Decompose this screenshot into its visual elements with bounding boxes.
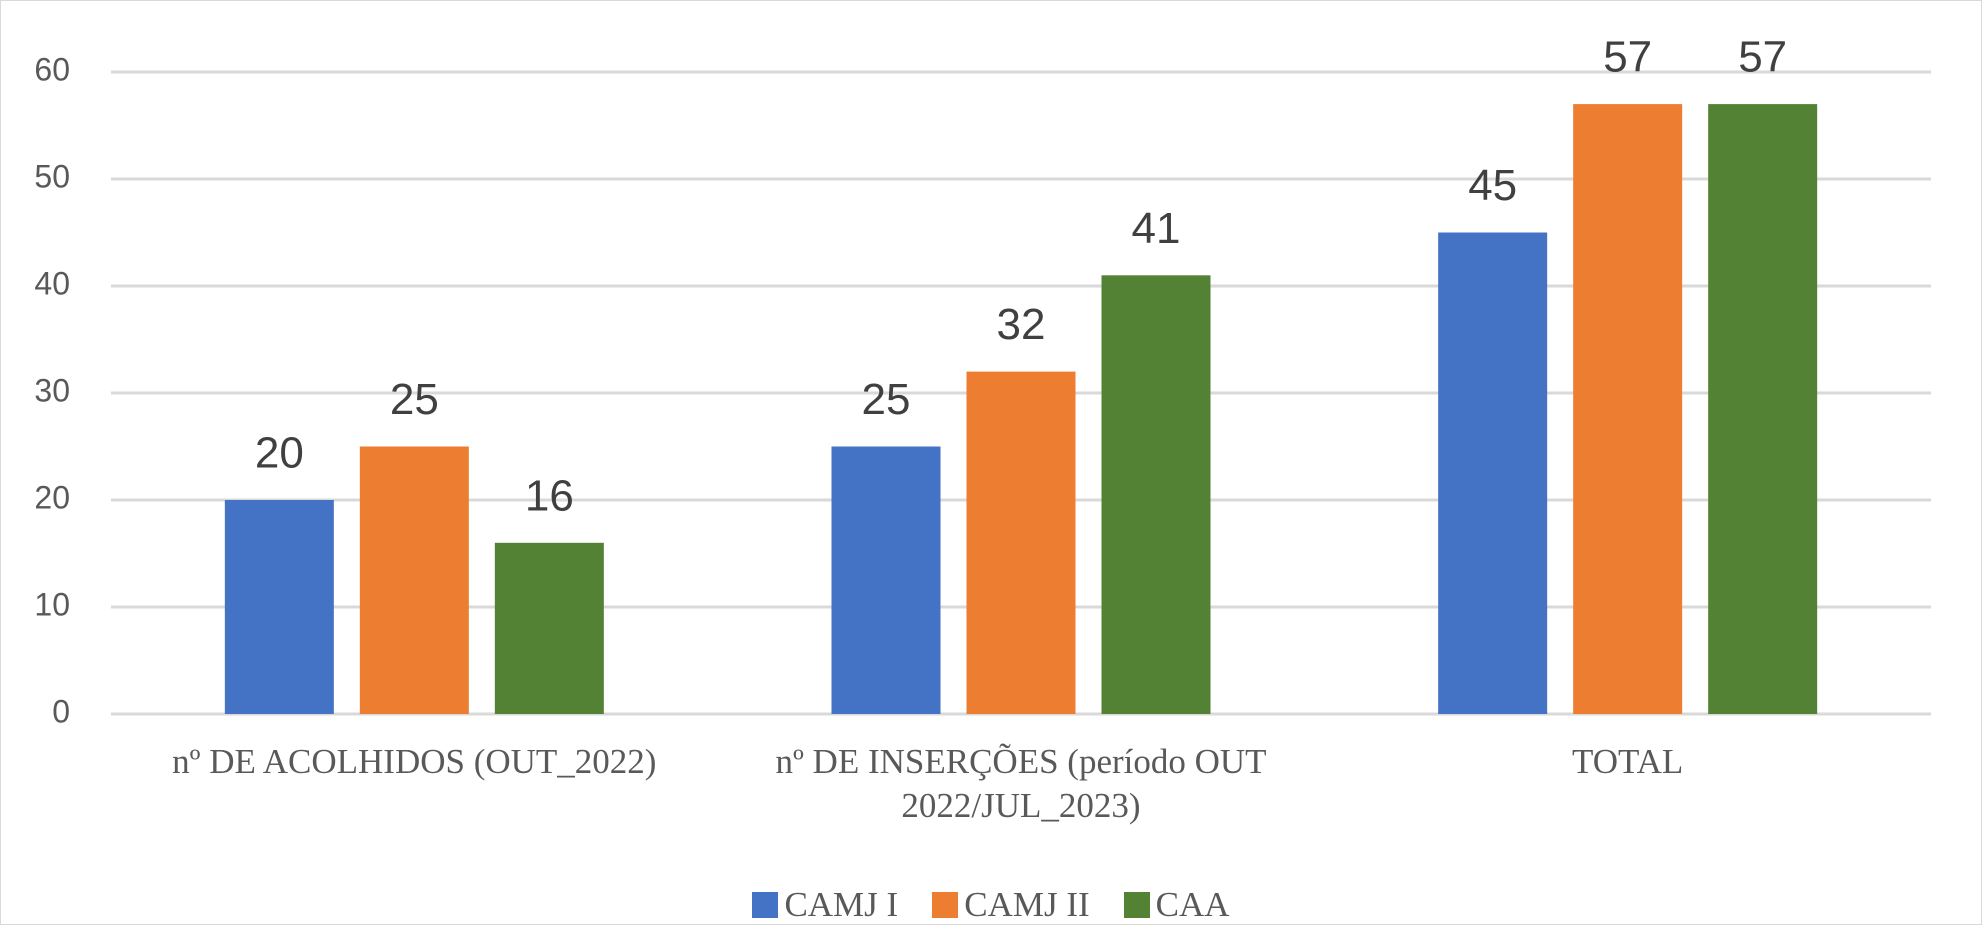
bar	[966, 371, 1076, 714]
y-tick-label: 30	[34, 372, 70, 408]
legend: CAMJ I CAMJ II CAA	[0, 885, 1982, 925]
bar	[1101, 275, 1211, 714]
data-label: 57	[1738, 33, 1787, 82]
bar	[494, 542, 604, 714]
data-label: 57	[1603, 33, 1652, 82]
legend-label: CAMJ II	[964, 885, 1090, 924]
y-tick-label: 20	[34, 479, 70, 515]
legend-swatch	[752, 892, 779, 918]
x-tick-label: nº DE INSERÇÕES (período OUT 2022/JUL_20…	[775, 742, 1267, 825]
x-tick-label: nº DE ACOLHIDOS (OUT_2022)	[172, 742, 657, 781]
bar	[831, 446, 941, 714]
data-label: 32	[997, 300, 1046, 349]
data-label: 41	[1132, 204, 1181, 253]
bar	[1573, 104, 1683, 715]
y-tick-label: 0	[52, 693, 70, 729]
y-tick-label: 50	[34, 158, 70, 194]
bar	[1708, 104, 1818, 715]
legend-item: CAMJ II	[932, 885, 1090, 925]
x-tick-label: TOTAL	[1572, 742, 1684, 781]
data-label: 16	[525, 471, 574, 520]
data-label: 45	[1468, 161, 1517, 210]
legend-swatch	[932, 892, 959, 918]
y-tick-label: 60	[34, 51, 70, 87]
legend-item: CAMJ I	[752, 885, 898, 925]
y-tick-label: 10	[34, 586, 70, 622]
legend-item: CAA	[1123, 885, 1230, 925]
y-tick-label: 40	[34, 265, 70, 301]
legend-label: CAA	[1155, 885, 1230, 924]
data-label: 25	[862, 375, 911, 424]
legend-label: CAMJ I	[784, 885, 899, 924]
bar	[224, 500, 334, 714]
data-label: 25	[390, 375, 439, 424]
legend-swatch	[1123, 892, 1150, 918]
bar	[1438, 232, 1548, 714]
bar	[359, 446, 469, 714]
data-label: 20	[255, 429, 304, 478]
